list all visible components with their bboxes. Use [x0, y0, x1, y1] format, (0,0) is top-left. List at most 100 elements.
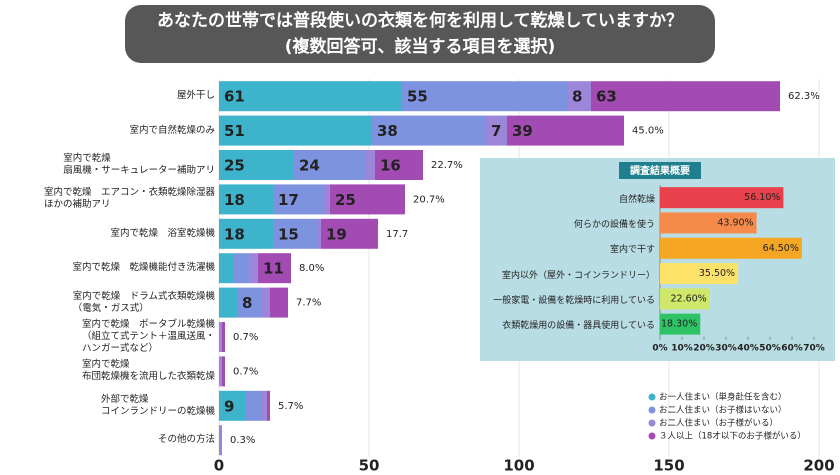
- category-label-text: 室内で乾燥 ポータブル乾燥機 （組立て式テント＋温風送風・ ハンガー式など）: [81, 319, 215, 354]
- segment-label: 7: [491, 122, 501, 140]
- segment-label: 38: [377, 122, 398, 140]
- category-label: 室内で乾燥 布団乾燥機を流用した衣類乾燥: [0, 341, 215, 401]
- category-label: 室内で乾燥 乾燥機能付き洗濯機: [0, 238, 215, 298]
- value-label: 35.50%: [699, 268, 735, 279]
- inset-title-box: [619, 162, 701, 179]
- inset-category-label: 衣類乾燥用の設備・器具使用している: [502, 318, 655, 331]
- segment-label: 25: [224, 157, 245, 175]
- segment-label: 8: [572, 88, 582, 106]
- total-label: 5.7%: [278, 401, 303, 412]
- segment-label: 61: [224, 88, 245, 106]
- x-tick-label: 0: [214, 457, 224, 475]
- x-tick-label: 50: [359, 457, 380, 475]
- segment-label: 11: [263, 260, 284, 278]
- bar-segment: [270, 287, 288, 318]
- bar-segment: [219, 81, 402, 112]
- total-label: 7.7%: [296, 298, 321, 309]
- category-label-text: 外部で乾燥 コインランドリーの乾燥機: [100, 393, 215, 417]
- legend-swatch: [648, 393, 656, 401]
- bar-segment: [246, 390, 261, 421]
- bar-segment: [234, 253, 249, 284]
- category-label-text: 室内で乾燥 浴室乾燥機: [110, 227, 215, 239]
- bar-segment: [219, 115, 372, 146]
- category-label-text: 室内で乾燥 布団乾燥機を流用した衣類乾燥: [81, 359, 215, 383]
- total-label: 45.0%: [632, 126, 664, 137]
- total-label: 20.7%: [413, 194, 445, 205]
- category-label-text: 屋外干し: [176, 90, 215, 102]
- bar-segment: [375, 150, 423, 180]
- bar-segment: [321, 218, 378, 249]
- category-label-text: 室内で乾燥 エアコン・衣類乾燥除湿器 ほかの補助アリ: [43, 187, 215, 211]
- bar-segment: [330, 184, 405, 215]
- bar-segment: [219, 287, 237, 318]
- segment-label: 19: [326, 225, 347, 243]
- category-label: 室内で乾燥 ドラム式衣類乾燥機 （電気・ガス式）: [0, 273, 215, 333]
- x-tick-label: 70%: [803, 344, 825, 354]
- segment-label: 25: [335, 191, 356, 209]
- value-label: 64.50%: [763, 243, 799, 254]
- segment-label: 55: [407, 88, 428, 106]
- bar: [660, 288, 710, 310]
- x-tick-label: 30%: [715, 344, 737, 354]
- x-tick-label: 40%: [737, 344, 759, 354]
- bar-segment: [366, 150, 375, 180]
- bar-segment: [486, 115, 507, 146]
- bar-segment: [222, 322, 225, 352]
- value-label: 18.30%: [661, 319, 697, 330]
- bar-segment: [237, 287, 261, 318]
- legend-swatch: [648, 432, 656, 440]
- bar: [660, 237, 802, 259]
- bar-segment: [273, 218, 318, 249]
- segment-label: 16: [380, 157, 401, 175]
- bar-segment: [261, 287, 270, 318]
- bar-segment: [567, 81, 591, 112]
- inset-category-label: 室内以外（屋外・コインランドリー）: [502, 268, 655, 281]
- total-label: 8.0%: [299, 263, 324, 274]
- category-label: 外部で乾燥 コインランドリーの乾燥機: [0, 376, 215, 436]
- total-label: 62.3%: [788, 91, 820, 102]
- category-label: 屋外干し: [0, 66, 215, 126]
- legend-label: お二人住まい（お子様がいる）: [659, 418, 778, 429]
- x-tick-label: 50%: [759, 344, 781, 354]
- category-label-text: 室内で乾燥 扇風機・サーキュレーター補助アリ: [63, 153, 215, 176]
- chart-title: あなたの世帯では普段使いの衣類を何を利用して乾燥していますか？: [157, 10, 683, 31]
- legend-swatch: [648, 419, 656, 427]
- x-tick-label: 150: [653, 457, 684, 475]
- value-label: 22.60%: [670, 293, 706, 304]
- bar-segment: [273, 184, 324, 215]
- bar-segment: [294, 150, 366, 180]
- value-label: 56.10%: [744, 192, 780, 203]
- segment-label: 24: [299, 157, 320, 175]
- inset-category-label-text: 何らかの設備を使う: [573, 219, 655, 230]
- inset-category-label-text: 室内で干す: [609, 245, 655, 256]
- bar-segment: [222, 356, 225, 387]
- inset-category-label: 自然乾燥: [619, 192, 655, 205]
- bar: [660, 263, 739, 285]
- category-label: 室内で乾燥 ポータブル乾燥機 （組立て式テント＋温風送風・ ハンガー式など）: [0, 307, 215, 367]
- inset-category-label-text: 室内以外（屋外・コインランドリー）: [501, 270, 655, 281]
- bar-segment: [267, 390, 270, 421]
- segment-label: 8: [242, 294, 252, 312]
- segment-label: 17: [278, 191, 299, 209]
- legend-label: ３人以上（18才以下のお子様がいる）: [659, 431, 806, 442]
- chart-subtitle: (複数回答可、該当する項目を選択): [285, 36, 556, 57]
- category-label-text: 室内で乾燥 乾燥機能付き洗濯機: [72, 262, 215, 274]
- segment-label: 15: [278, 225, 299, 243]
- category-label: 室内で乾燥 扇風機・サーキュレーター補助アリ: [0, 135, 215, 195]
- inset-category-label-text: 自然乾燥: [618, 194, 655, 205]
- segment-label: 39: [512, 122, 533, 140]
- bar-segment: [507, 115, 624, 146]
- bar-segment: [219, 322, 222, 352]
- inset-category-label: 一般家電・設備を乾燥時に利用している: [493, 293, 655, 306]
- bar-segment: [219, 253, 234, 284]
- category-label: 室内で乾燥 浴室乾燥機: [0, 204, 215, 264]
- bar-segment: [258, 253, 291, 284]
- inset-title: 調査結果概要: [630, 164, 690, 177]
- total-label: 17.7: [386, 229, 408, 240]
- category-label-text: その他の方法: [157, 434, 215, 446]
- bar-segment: [219, 218, 273, 249]
- bar-segment: [318, 218, 321, 249]
- total-label: 0.7%: [233, 332, 258, 343]
- x-tick-label: 200: [803, 457, 834, 475]
